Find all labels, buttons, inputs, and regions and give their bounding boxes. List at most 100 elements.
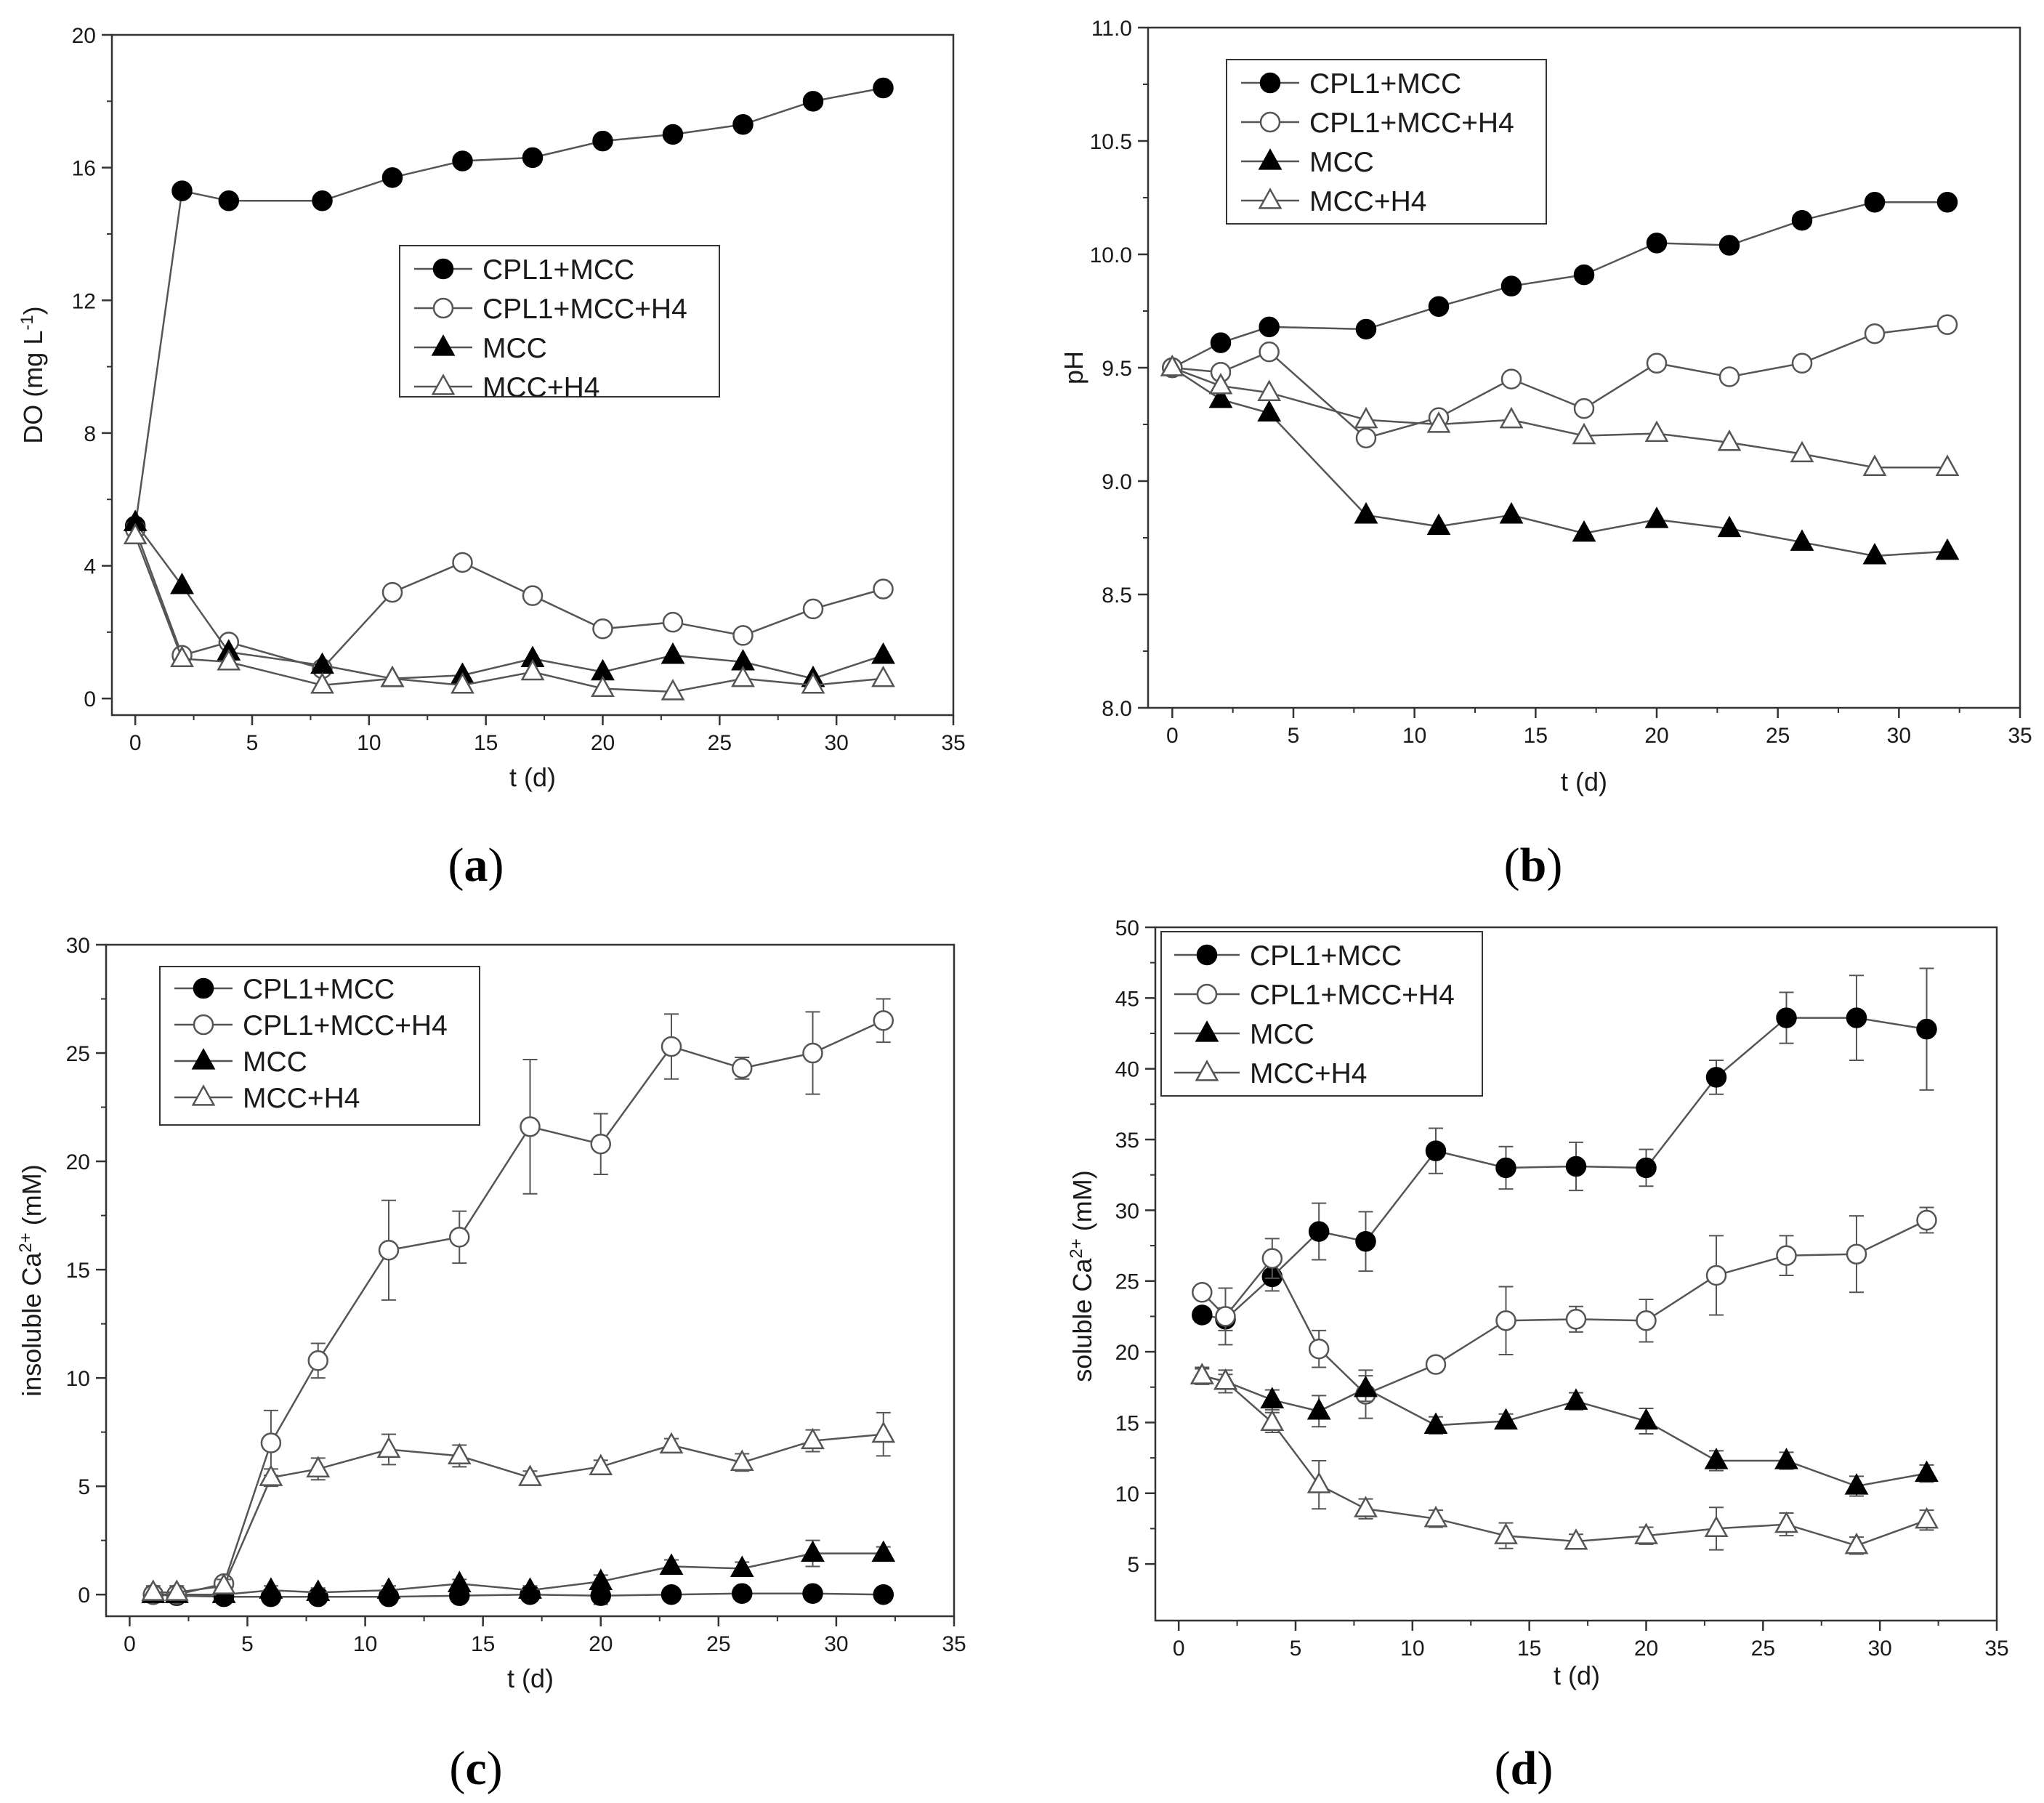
data-point-cpl1-mcc-h4 (1776, 1245, 1797, 1266)
legend-label: CPL1+MCC+H4 (482, 294, 687, 325)
data-point-mcc (1306, 1397, 1331, 1420)
legend-label: MCC+H4 (1309, 186, 1426, 217)
legend-entry-mcc: MCC (174, 1046, 307, 1078)
series-line-mcc-h4 (1171, 366, 1947, 469)
y-tick-label: 9.5 (1102, 357, 1132, 381)
legend-label: CPL1+MCC (243, 974, 395, 1005)
data-point-mcc (589, 1568, 613, 1590)
data-point-cpl1-mcc-h4 (1500, 368, 1522, 390)
legend-label: MCC (1309, 147, 1374, 178)
plot-c-legend-box (159, 966, 480, 1126)
data-point-mcc-h4 (1704, 1515, 1729, 1538)
y-tick-label: 25 (1115, 1270, 1139, 1294)
legend-label: CPL1+MCC (1309, 68, 1461, 100)
x-tick-label: 35 (1984, 1637, 2008, 1661)
legend-entry-cpl1-mcc-h4: CPL1+MCC+H4 (174, 1010, 448, 1041)
data-point-mcc-h4 (1634, 1522, 1658, 1544)
data-point-mcc (1260, 1387, 1285, 1408)
data-point-cpl1-mcc-h4 (1936, 314, 1958, 335)
x-tick-label: 30 (824, 731, 848, 755)
legend-swatch-marker (1196, 983, 1218, 1005)
x-tick-label: 25 (1766, 724, 1790, 748)
data-point-mcc-h4 (380, 665, 405, 687)
data-point-mcc-h4 (1213, 1368, 1237, 1390)
plot-d-ylabel-main: soluble Ca (1067, 1258, 1097, 1382)
data-point-mcc-h4 (520, 658, 545, 681)
data-point-mcc-h4 (447, 1443, 472, 1465)
data-point-cpl1-mcc (218, 190, 240, 211)
y-tick-label: 12 (72, 289, 96, 313)
panel-d-label-letter: d (1511, 1742, 1538, 1795)
data-point-mcc (1257, 400, 1282, 422)
data-point-mcc-h4 (1306, 1472, 1331, 1493)
data-point-cpl1-mcc-h4 (873, 578, 894, 600)
data-point-mcc (1208, 386, 1233, 408)
y-tick-label: 0 (84, 687, 96, 711)
panel-a-label: (a) (448, 839, 504, 892)
data-point-mcc (1634, 1408, 1658, 1430)
data-point-cpl1-mcc-h4 (802, 598, 824, 620)
legend-entry-cpl1-mcc: CPL1+MCC (414, 254, 634, 286)
data-point-mcc-h4 (1260, 1409, 1285, 1432)
plot-c-ylabel-main: insoluble Ca (17, 1252, 47, 1397)
x-tick-label: 5 (1290, 1637, 1302, 1661)
data-point-mcc (518, 1577, 542, 1599)
x-tick-label: 10 (357, 731, 381, 755)
data-point-mcc (1572, 520, 1596, 542)
panel-d-label-close: ) (1537, 1742, 1553, 1795)
data-point-cpl1-mcc-h4 (1646, 352, 1668, 374)
panel-c-label-letter: c (465, 1742, 486, 1795)
plot-b-ylabel-main: pH (1059, 351, 1088, 384)
data-point-cpl1-mcc-h4 (732, 1057, 753, 1079)
series-line-mcc-h4 (134, 535, 884, 693)
data-point-cpl1-mcc (1646, 233, 1668, 254)
data-point-mcc (1915, 1460, 1939, 1483)
data-point-cpl1-mcc (732, 114, 754, 135)
legend-swatch-marker (1195, 1060, 1219, 1081)
data-point-cpl1-mcc-h4 (381, 581, 403, 603)
data-point-mcc (801, 1540, 825, 1562)
data-point-cpl1-mcc-h4 (452, 552, 473, 573)
data-point-mcc-h4 (591, 675, 615, 698)
data-point-cpl1-mcc (1573, 264, 1595, 286)
data-point-cpl1-mcc-h4 (520, 1116, 541, 1137)
data-point-mcc-h4 (1862, 454, 1887, 476)
y-tick-label: 20 (1115, 1341, 1139, 1365)
plot-d-frame (1154, 926, 1998, 1622)
data-point-cpl1-mcc (1495, 1157, 1516, 1179)
data-point-cpl1-mcc-h4 (1355, 427, 1377, 448)
x-tick-label: 20 (589, 1632, 613, 1656)
data-point-cpl1-mcc-h4 (307, 1350, 328, 1371)
legend-swatch-marker (431, 374, 456, 395)
y-tick-label: 8.0 (1102, 697, 1132, 721)
y-tick-label: 15 (66, 1259, 90, 1283)
x-tick-label: 10 (1402, 724, 1426, 748)
data-point-mcc-h4 (871, 1421, 896, 1443)
plot-d-xlabel: t (d) (1554, 1661, 1600, 1690)
data-point-mcc-h4 (164, 1579, 189, 1601)
data-point-mcc-h4 (801, 672, 825, 694)
panel-a-label-close: ) (488, 839, 504, 892)
plot-c-ylabel: insoluble Ca2+ (mM) (16, 1164, 47, 1396)
legend-swatch-marker (191, 1048, 216, 1070)
data-point-mcc (661, 642, 685, 664)
y-tick-label: 5 (78, 1475, 90, 1499)
y-tick-label: 10 (66, 1367, 90, 1391)
y-tick-label: 9.0 (1102, 470, 1132, 494)
data-point-mcc-h4 (1564, 1528, 1588, 1550)
y-tick-label: 20 (72, 24, 96, 48)
data-point-cpl1-mcc (1864, 191, 1886, 213)
data-point-cpl1-mcc (452, 150, 473, 172)
x-tick-label: 20 (1634, 1637, 1658, 1661)
legend-swatch-marker (1259, 111, 1281, 133)
y-tick-label: 20 (66, 1150, 90, 1174)
data-point-cpl1-mcc (1791, 209, 1813, 231)
data-point-mcc-h4 (376, 1436, 401, 1459)
legend-label: MCC (482, 333, 547, 364)
data-point-mcc-h4 (1935, 454, 1960, 476)
legend-entry-cpl1-mcc: CPL1+MCC (1174, 940, 1402, 972)
y-tick-label: 10 (1115, 1483, 1139, 1506)
legend-entry-mcc-h4: MCC+H4 (174, 1083, 360, 1114)
data-point-mcc-h4 (1644, 420, 1669, 443)
legend-swatch-marker (1258, 148, 1282, 170)
